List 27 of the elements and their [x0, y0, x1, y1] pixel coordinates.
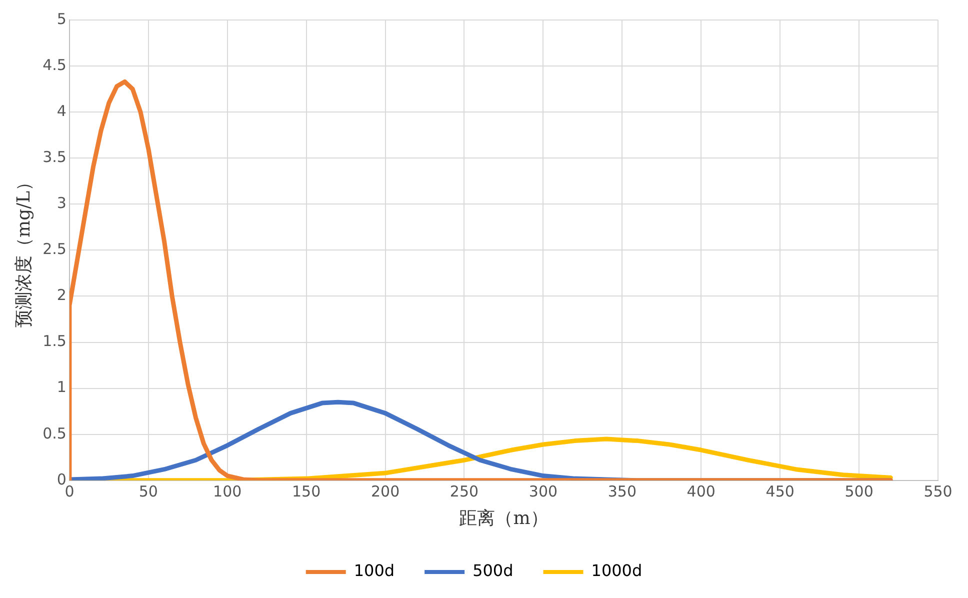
- x-tick-label: 400: [686, 482, 716, 500]
- x-tick-label: 250: [450, 482, 479, 500]
- x-axis-title: 距离（m）: [459, 508, 548, 529]
- y-tick-label: 5: [56, 10, 66, 28]
- y-tick-label: 1: [56, 378, 66, 396]
- x-tick-label: 450: [766, 482, 794, 500]
- y-tick-label: 0.5: [42, 424, 66, 442]
- legend-label: 1000d: [591, 561, 642, 580]
- y-tick-label: 1.5: [42, 332, 66, 350]
- x-tick-label: 50: [138, 482, 158, 500]
- x-tick-label: 150: [292, 482, 321, 500]
- legend-label: 500d: [472, 561, 514, 580]
- y-tick-label: 2: [56, 286, 66, 304]
- y-tick-label: 4.5: [42, 56, 66, 74]
- y-tick-label: 3.5: [42, 148, 66, 166]
- x-tick-label: 300: [528, 482, 558, 500]
- x-tick-label: 200: [370, 482, 400, 500]
- y-tick-label: 4: [56, 102, 66, 120]
- y-tick-label: 2.5: [42, 240, 66, 258]
- x-tick-label: 500: [844, 482, 874, 500]
- y-axis-title: 预测浓度（mg/L）: [13, 172, 34, 328]
- x-tick-label: 550: [924, 482, 952, 500]
- legend-label: 100d: [354, 561, 395, 580]
- x-tick-label: 100: [213, 482, 242, 500]
- y-tick-label: 3: [56, 194, 66, 212]
- x-tick-label: 350: [608, 482, 636, 500]
- y-tick-label: 0: [56, 470, 66, 488]
